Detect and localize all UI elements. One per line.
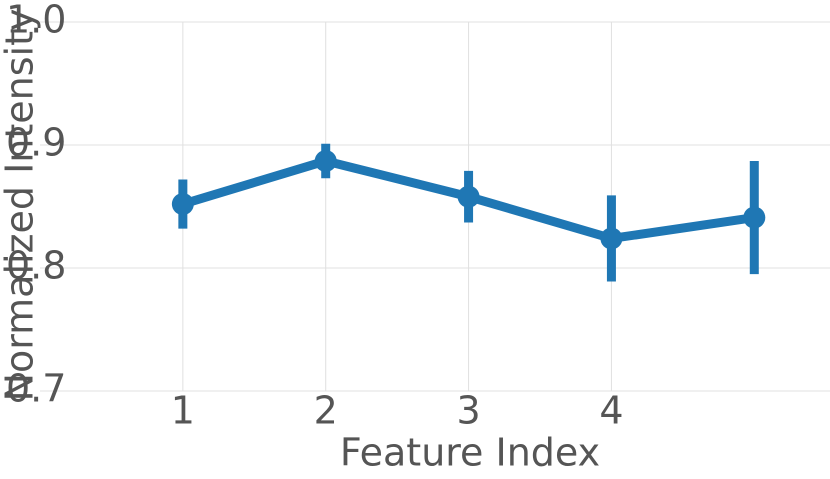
- y-tick-label: 0.8: [6, 244, 66, 288]
- y-tick-label: 0.7: [6, 367, 66, 411]
- point: [600, 227, 623, 250]
- x-axis-label: Feature Index: [340, 431, 600, 475]
- x-tick-label: 1: [171, 389, 195, 433]
- point: [171, 193, 194, 216]
- x-tick-label: 4: [599, 389, 623, 433]
- point: [457, 185, 480, 208]
- point: [314, 149, 337, 172]
- x-tick-label: 2: [314, 389, 338, 433]
- x-tick-label: 3: [456, 389, 480, 433]
- y-tick-label: 0.9: [6, 121, 66, 165]
- y-axis-label: Normalized Intensity: [0, 9, 42, 402]
- point: [743, 206, 766, 229]
- y-tick-label: 1.0: [6, 0, 66, 42]
